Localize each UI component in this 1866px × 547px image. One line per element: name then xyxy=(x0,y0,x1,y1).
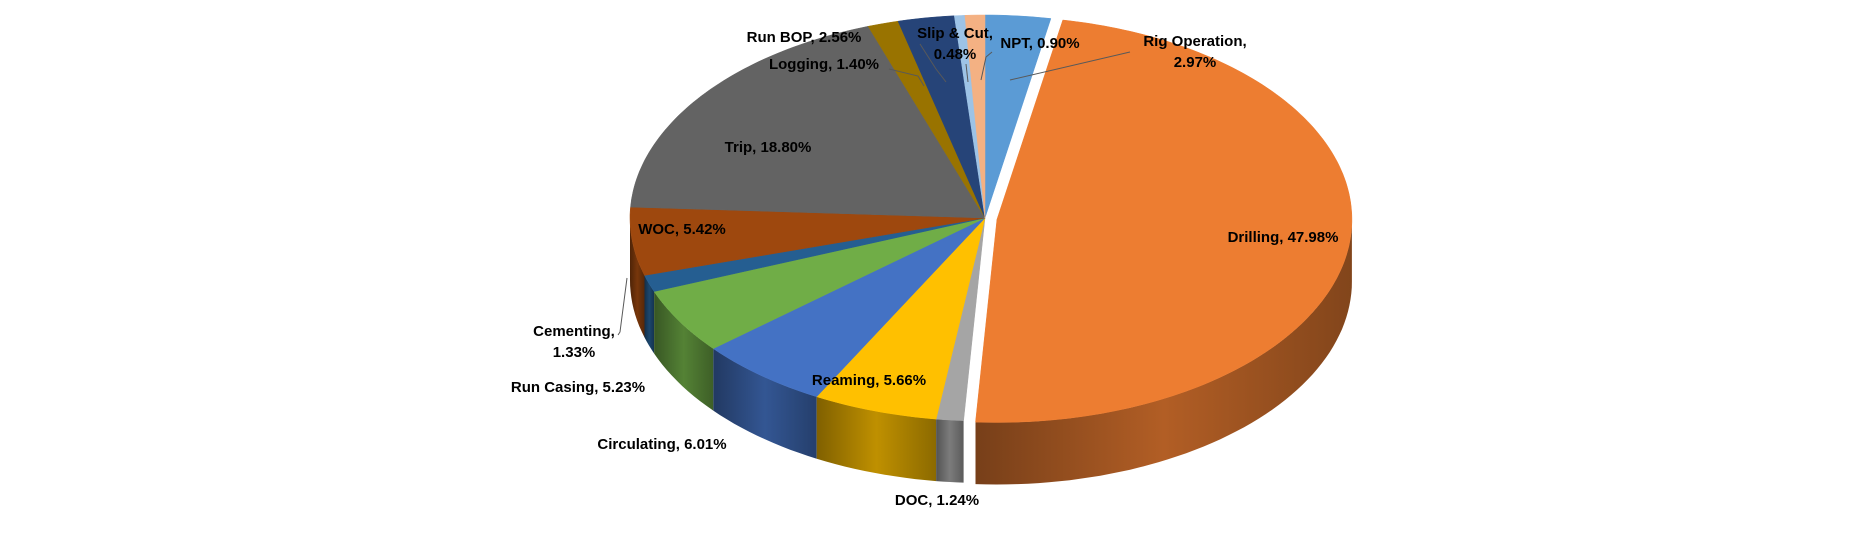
data-label-rig-operation: Rig Operation, 2.97% xyxy=(1143,33,1246,71)
leader-line-logging xyxy=(888,68,925,87)
data-label-woc: WOC, 5.42% xyxy=(638,221,726,238)
slice-drilling xyxy=(975,19,1353,423)
slice-rig-operation xyxy=(984,14,1052,219)
data-label-circulating: Circulating, 6.01% xyxy=(597,436,726,453)
data-label-run-bop: Run BOP, 2.56% xyxy=(747,29,862,46)
leader-line-run-bop xyxy=(919,43,947,83)
slice-side-reaming xyxy=(816,396,937,482)
slice-side-circulating xyxy=(713,348,817,459)
slice-cementing xyxy=(644,217,986,292)
slice-woc xyxy=(629,206,986,276)
slice-side-cementing xyxy=(644,275,655,354)
slice-npt xyxy=(964,14,986,219)
leader-line-rig-operation xyxy=(1009,51,1131,81)
slice-reaming xyxy=(816,217,986,420)
data-label-npt: NPT, 0.90% xyxy=(1000,35,1079,52)
slice-trip xyxy=(630,26,986,219)
slice-side-run-casing xyxy=(654,291,714,411)
data-label-slip-cut: Slip & Cut, 0.48% xyxy=(917,25,993,63)
data-label-drilling: Drilling, 47.98% xyxy=(1228,229,1339,246)
leader-line-slip-cut xyxy=(965,63,969,83)
slice-run-bop xyxy=(897,15,986,219)
leader-line-npt xyxy=(980,51,993,81)
slice-side-doc xyxy=(936,419,964,483)
slice-run-casing xyxy=(653,217,986,349)
data-label-run-casing: Run Casing, 5.23% xyxy=(511,379,645,396)
data-label-cementing: Cementing, 1.33% xyxy=(533,323,615,361)
data-label-trip: Trip, 18.80% xyxy=(725,139,812,156)
data-label-logging: Logging, 1.40% xyxy=(769,56,879,73)
slice-circulating xyxy=(712,217,986,397)
pie-tops xyxy=(629,14,1353,423)
slice-logging xyxy=(867,20,986,219)
data-label-reaming: Reaming, 5.66% xyxy=(812,372,926,389)
data-labels: Rig Operation, 2.97% Drilling, 47.98% DOC, … xyxy=(511,25,1339,509)
leader-lines xyxy=(617,43,1131,336)
data-label-doc: DOC, 1.24% xyxy=(895,492,979,509)
leader-line-cementing xyxy=(617,277,628,336)
